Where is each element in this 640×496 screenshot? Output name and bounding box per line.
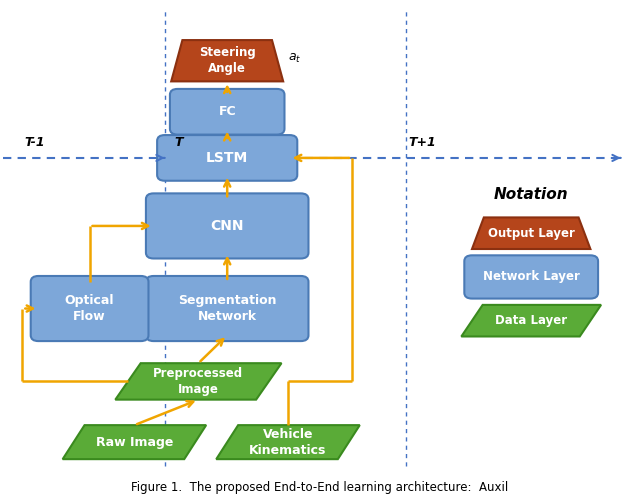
Text: $a_t$: $a_t$ <box>288 52 301 65</box>
Polygon shape <box>216 425 360 459</box>
FancyBboxPatch shape <box>146 193 308 258</box>
Text: Vehicle
Kinematics: Vehicle Kinematics <box>250 428 326 457</box>
FancyBboxPatch shape <box>146 276 308 341</box>
Text: Output Layer: Output Layer <box>488 227 575 240</box>
FancyBboxPatch shape <box>157 135 297 181</box>
Text: Segmentation
Network: Segmentation Network <box>178 294 276 323</box>
Polygon shape <box>461 305 601 336</box>
Text: Steering
Angle: Steering Angle <box>199 46 255 75</box>
Text: T+1: T+1 <box>408 136 436 149</box>
Text: FC: FC <box>218 105 236 118</box>
Text: LSTM: LSTM <box>206 151 248 165</box>
Text: Raw Image: Raw Image <box>96 435 173 449</box>
Polygon shape <box>172 40 283 81</box>
Text: Data Layer: Data Layer <box>495 314 567 327</box>
FancyBboxPatch shape <box>170 89 284 134</box>
FancyBboxPatch shape <box>31 276 148 341</box>
Text: T: T <box>174 136 183 149</box>
Text: Notation: Notation <box>494 187 568 202</box>
Text: Preprocessed
Image: Preprocessed Image <box>154 367 243 396</box>
FancyBboxPatch shape <box>464 255 598 299</box>
Polygon shape <box>63 425 206 459</box>
Text: CNN: CNN <box>211 219 244 233</box>
Text: Optical
Flow: Optical Flow <box>65 294 115 323</box>
Polygon shape <box>115 363 282 400</box>
Text: Network Layer: Network Layer <box>483 270 580 283</box>
Text: Figure 1.  The proposed End-to-End learning architecture:  Auxil: Figure 1. The proposed End-to-End learni… <box>131 481 509 494</box>
Polygon shape <box>472 217 590 249</box>
Text: T-1: T-1 <box>25 136 45 149</box>
